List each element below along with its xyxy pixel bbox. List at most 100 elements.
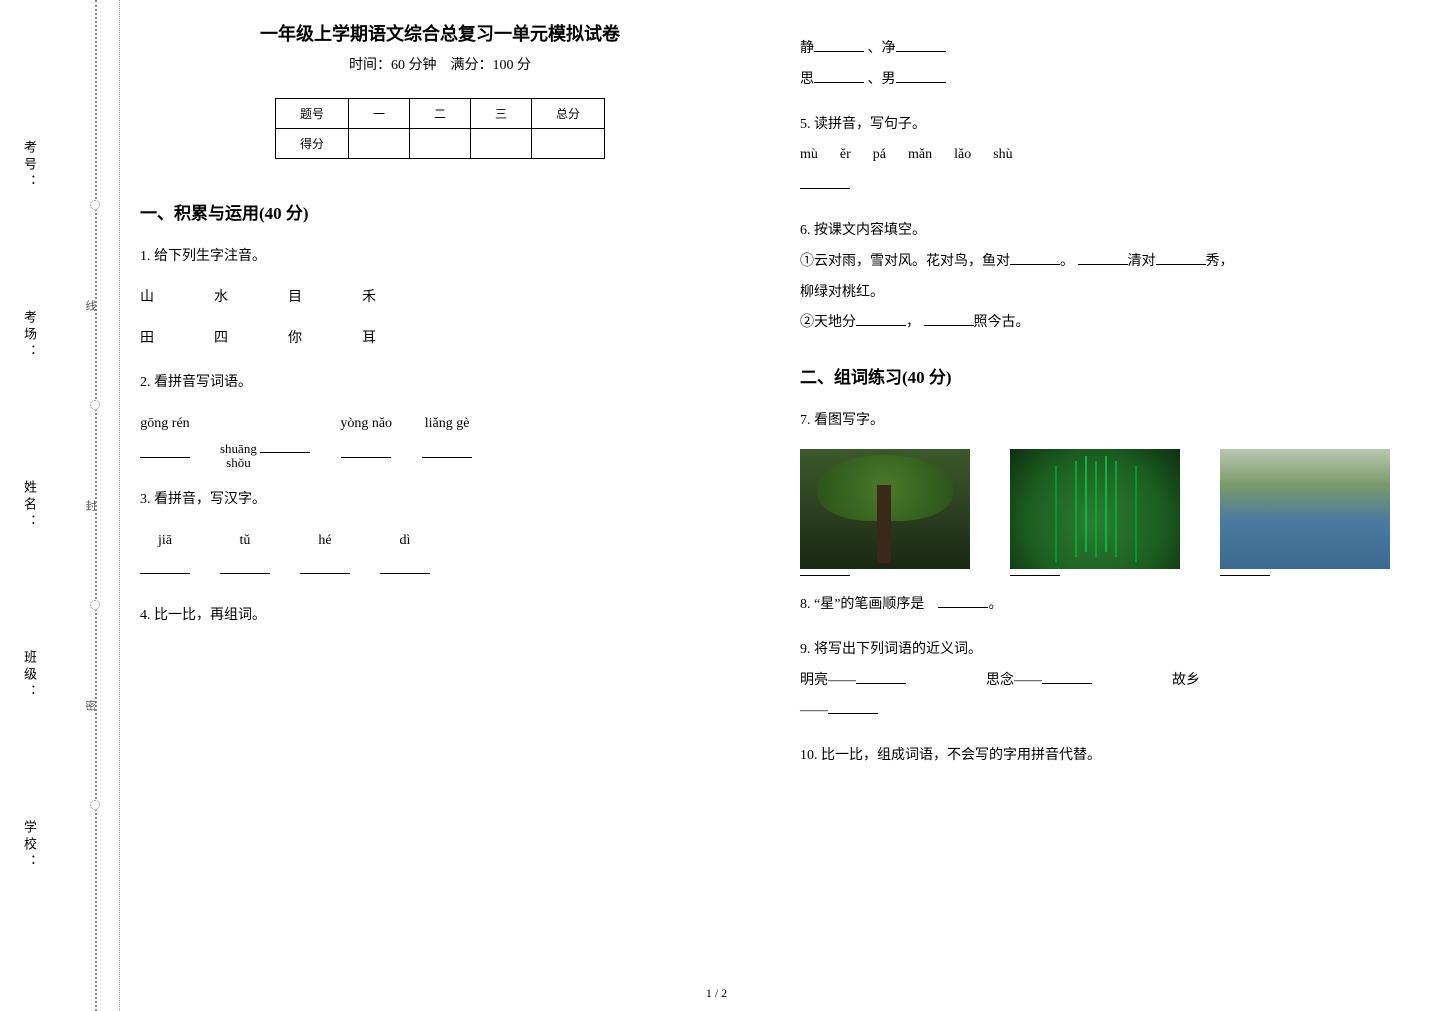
pinyin: shǒu xyxy=(226,456,251,470)
pinyin: shuāng xyxy=(220,442,257,456)
seal-circle xyxy=(90,800,100,810)
th-tihao: 题号 xyxy=(275,99,348,129)
blank xyxy=(260,452,310,453)
char: 思 xyxy=(800,72,814,87)
q7: 7. 看图写字。 xyxy=(800,406,1400,576)
text: 。 xyxy=(1060,254,1074,269)
q7-stem: 7. 看图写字。 xyxy=(800,406,1400,437)
char: 静 xyxy=(800,41,814,56)
text: 秀， xyxy=(1206,254,1234,269)
label-banji: 班级： xyxy=(20,650,39,701)
pinyin: mù xyxy=(800,140,818,171)
blank xyxy=(140,573,190,574)
seal-circle xyxy=(90,200,100,210)
seal-char: 线 xyxy=(82,300,98,321)
sidebar-labels: 考号： 考场： 姓名： 班级： 学校： xyxy=(20,0,39,1011)
text: ②天地分 xyxy=(800,315,856,330)
q1-stem: 1. 给下列生字注音。 xyxy=(140,242,740,273)
pinyin: liǎng gè xyxy=(422,409,472,440)
page-footer: 1 / 2 xyxy=(706,986,727,1001)
table-row: 得分 xyxy=(275,129,604,159)
pinyin-item: liǎng gè xyxy=(422,409,472,471)
q8-stem-a: 8. “星”的笔画顺序是 xyxy=(800,597,938,612)
pinyin: lǎo xyxy=(954,140,971,171)
char: 山 xyxy=(140,283,154,314)
char: 耳 xyxy=(362,324,376,355)
grass-image xyxy=(1010,449,1180,569)
char: 禾 xyxy=(362,283,376,314)
q5: 5. 读拼音，写句子。 mù ěr pá mǎn lǎo shù xyxy=(800,110,1400,202)
q9-tail: —— xyxy=(800,696,1400,727)
q1-row1: 山 水 目 禾 xyxy=(140,283,740,314)
pinyin: pá xyxy=(873,140,886,171)
blank xyxy=(856,670,906,684)
pinyin: tǔ xyxy=(220,526,270,557)
blank xyxy=(896,38,946,52)
blank xyxy=(938,594,988,608)
seal-circle xyxy=(90,400,100,410)
exam-subtitle: 时间：60 分钟 满分：100 分 xyxy=(140,54,740,74)
seal-circle xyxy=(90,600,100,610)
blank xyxy=(828,700,878,714)
pinyin-item: tǔ xyxy=(220,526,270,588)
pinyin: ěr xyxy=(840,140,851,171)
blank xyxy=(800,575,850,576)
q2: 2. 看拼音写词语。 gōng rén shuāng shǒu yòng nǎo xyxy=(140,368,740,470)
char: 四 xyxy=(214,324,228,355)
water-image xyxy=(1220,449,1390,569)
blank xyxy=(814,69,864,83)
blank xyxy=(380,573,430,574)
img-item xyxy=(800,449,970,576)
blank xyxy=(422,457,472,458)
pinyin: yòng nǎo xyxy=(340,409,392,440)
q9-item: 故乡 xyxy=(1172,666,1200,697)
q9-item: 思念—— xyxy=(986,666,1092,697)
char: 净 xyxy=(882,41,896,56)
q6-stem: 6. 按课文内容填空。 xyxy=(800,216,1400,247)
q9-stem: 9. 将写出下列词语的近义词。 xyxy=(800,635,1400,666)
text: 照今古。 xyxy=(974,315,1030,330)
th-3: 三 xyxy=(471,99,532,129)
blank xyxy=(1010,251,1060,265)
score-table: 题号 一 二 三 总分 得分 xyxy=(275,98,605,159)
img-item xyxy=(1220,449,1390,576)
pinyin-item: jiā xyxy=(140,526,190,588)
binding-sidebar: 考号： 考场： 姓名： 班级： 学校： 线 封 密 xyxy=(0,0,120,1011)
right-column: 静 、净 思 、男 5. 读拼音，写句子。 mù ěr pá mǎn lǎo s… xyxy=(800,20,1400,786)
score-cell xyxy=(471,129,532,159)
q3: 3. 看拼音，写汉字。 jiā tǔ hé dì xyxy=(140,485,740,587)
blank xyxy=(341,457,391,458)
q3-stem: 3. 看拼音，写汉字。 xyxy=(140,485,740,516)
q7-images xyxy=(800,449,1400,576)
text: ①云对雨，雪对风。花对鸟，鱼对 xyxy=(800,254,1010,269)
text: 故乡 xyxy=(1172,673,1200,688)
q8-stem-b: 。 xyxy=(988,597,1002,612)
section1-heading: 一、积累与运用(40 分) xyxy=(140,199,740,224)
img-item xyxy=(1010,449,1180,576)
blank xyxy=(1078,251,1128,265)
char: 田 xyxy=(140,324,154,355)
section2-heading: 二、组词练习(40 分) xyxy=(800,363,1400,388)
q5-stem: 5. 读拼音，写句子。 xyxy=(800,110,1400,141)
pinyin-item: dì xyxy=(380,526,430,588)
blank xyxy=(140,457,190,458)
pinyin-item: yòng nǎo xyxy=(340,409,392,471)
label-xuexiao: 学校： xyxy=(20,820,39,871)
th-1: 一 xyxy=(348,99,409,129)
q10-stem: 10. 比一比，组成词语，不会写的字用拼音代替。 xyxy=(800,741,1400,772)
left-column: 一年级上学期语文综合总复习一单元模拟试卷 时间：60 分钟 满分：100 分 题… xyxy=(140,20,740,786)
q6-line3: ②天地分， 照今古。 xyxy=(800,308,1400,339)
exam-title: 一年级上学期语文综合总复习一单元模拟试卷 xyxy=(140,20,740,46)
q4-line1: 静 、净 xyxy=(800,34,1400,65)
blank xyxy=(300,573,350,574)
blank xyxy=(896,69,946,83)
q4-body: 静 、净 思 、男 xyxy=(800,34,1400,96)
blank xyxy=(856,312,906,326)
q1: 1. 给下列生字注音。 山 水 目 禾 田 四 你 耳 xyxy=(140,242,740,354)
table-row: 题号 一 二 三 总分 xyxy=(275,99,604,129)
seal-char: 密 xyxy=(82,700,98,721)
pinyin: hé xyxy=(300,526,350,557)
q1-row2: 田 四 你 耳 xyxy=(140,324,740,355)
q9: 9. 将写出下列词语的近义词。 明亮—— 思念—— 故乡 —— xyxy=(800,635,1400,727)
th-total: 总分 xyxy=(532,99,605,129)
